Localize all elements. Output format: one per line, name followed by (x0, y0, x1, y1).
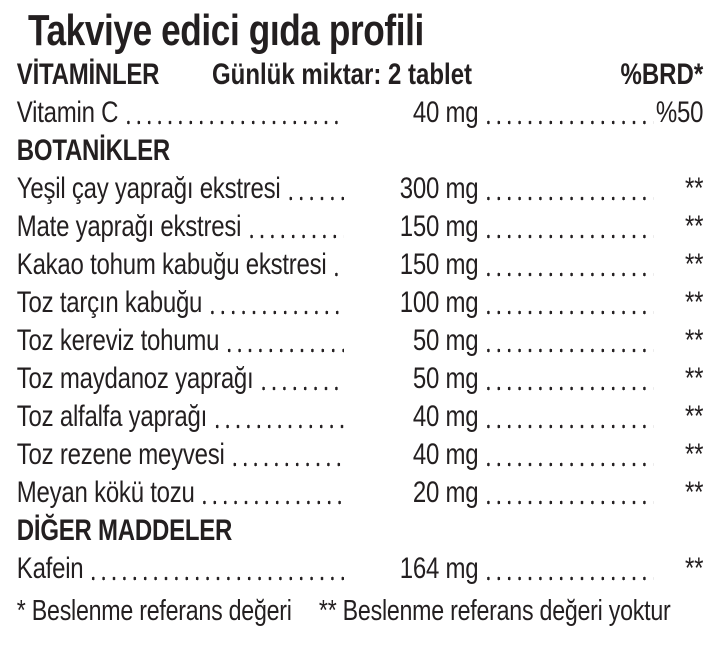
ingredient-name: Kakao tohum kabuğu ekstresi (16, 248, 327, 281)
leader-dots (483, 474, 654, 512)
brd-value: ** (685, 476, 704, 509)
table-row: Toz kereviz tohumu 50 mg ** (17, 322, 703, 360)
ingredient-name: Toz alfalfa yaprağı (16, 400, 208, 433)
ingredient-amount: 300 mg (399, 172, 479, 205)
ingredient-name: Toz maydanoz yaprağı (16, 362, 254, 395)
brd-value: ** (685, 172, 704, 205)
ingredient-name: Kafein (16, 552, 84, 585)
brd-value: ** (685, 362, 704, 395)
table-row: Yeşil çay yaprağı ekstresi 300 mg ** (17, 170, 703, 208)
leader-dots (483, 246, 654, 284)
brd-value: ** (685, 552, 704, 585)
section-header-row: DİĞER MADDELER (17, 512, 703, 550)
ingredient-name: Toz kereviz tohumu (16, 324, 220, 357)
table-row: Kakao tohum kabuğu ekstresi 150 mg ** (17, 246, 703, 284)
ingredient-amount: 50 mg (412, 362, 479, 395)
ingredient-amount: 150 mg (399, 248, 479, 281)
ingredient-amount: 100 mg (399, 286, 479, 319)
leader-dots (88, 550, 345, 588)
supplement-facts-panel: Takviye edici gıda profili VİTAMİNLER Gü… (0, 6, 720, 630)
brd-value: ** (685, 286, 704, 319)
table-row: Meyan kökü tozu 20 mg ** (17, 474, 703, 512)
leader-dots (258, 360, 344, 398)
ingredient-name: Yeşil çay yaprağı ekstresi (16, 172, 281, 205)
leader-dots (483, 436, 654, 474)
leader-dots (331, 246, 344, 284)
leader-dots (483, 208, 654, 246)
ingredient-amount: 164 mg (399, 552, 479, 585)
footnotes: * Beslenme referans değeri ** Beslenme r… (0, 592, 720, 630)
leader-dots (206, 284, 344, 322)
table-row: Kafein 164 mg ** (17, 550, 703, 588)
leader-dots (199, 474, 344, 512)
leader-dots (285, 170, 344, 208)
facts-table: VİTAMİNLER Günlük miktar: 2 tablet %BRD*… (0, 54, 720, 588)
page-title: Takviye edici gıda profili (28, 6, 424, 55)
ingredient-name: Toz tarçın kabuğu (16, 286, 203, 319)
leader-dots (246, 208, 344, 246)
brd-value: ** (685, 438, 704, 471)
serving-size-label: Günlük miktar: 2 tablet (212, 58, 473, 91)
ingredient-amount: 40 mg (412, 400, 479, 433)
section-label: DİĞER MADDELER (16, 514, 233, 547)
leader-dots (483, 284, 654, 322)
ingredient-amount: 40 mg (412, 96, 479, 129)
leader-dots (483, 360, 654, 398)
leader-dots (483, 170, 654, 208)
leader-dots (211, 398, 344, 436)
footnote-no-reference-value: ** Beslenme referans değeri yoktur (318, 595, 671, 627)
leader-dots (483, 550, 654, 588)
table-row: Toz tarçın kabuğu 100 mg ** (17, 284, 703, 322)
table-header-row: VİTAMİNLER Günlük miktar: 2 tablet %BRD* (17, 56, 703, 94)
table-row: Toz rezene meyvesi 40 mg ** (17, 436, 703, 474)
ingredient-amount: 40 mg (412, 438, 479, 471)
brd-value: %50 (655, 96, 704, 129)
table-row: Mate yaprağı ekstresi 150 mg ** (17, 208, 703, 246)
section-label-vitamins: VİTAMİNLER (16, 58, 160, 91)
section-label: BOTANİKLER (16, 134, 170, 167)
leader-dots (123, 94, 344, 132)
leader-dots (483, 94, 654, 132)
footnote-reference-value: * Beslenme referans değeri (16, 595, 292, 627)
ingredient-name: Vitamin C (16, 96, 119, 129)
brd-value: ** (685, 324, 704, 357)
ingredient-name: Meyan kökü tozu (16, 476, 195, 509)
table-row: Vitamin C 40 mg %50 (17, 94, 703, 132)
brd-value: ** (685, 400, 704, 433)
leader-dots (229, 436, 344, 474)
ingredient-amount: 150 mg (399, 210, 479, 243)
leader-dots (483, 398, 654, 436)
table-row: Toz maydanoz yaprağı 50 mg ** (17, 360, 703, 398)
brd-column-header: %BRD* (620, 58, 704, 91)
table-row: Toz alfalfa yaprağı 40 mg ** (17, 398, 703, 436)
brd-value: ** (685, 210, 704, 243)
ingredient-amount: 50 mg (412, 324, 479, 357)
ingredient-amount: 20 mg (412, 476, 479, 509)
leader-dots (224, 322, 344, 360)
ingredient-name: Mate yaprağı ekstresi (16, 210, 242, 243)
leader-dots (483, 322, 654, 360)
brd-value: ** (685, 248, 704, 281)
section-header-row: BOTANİKLER (17, 132, 703, 170)
ingredient-name: Toz rezene meyvesi (16, 438, 225, 471)
